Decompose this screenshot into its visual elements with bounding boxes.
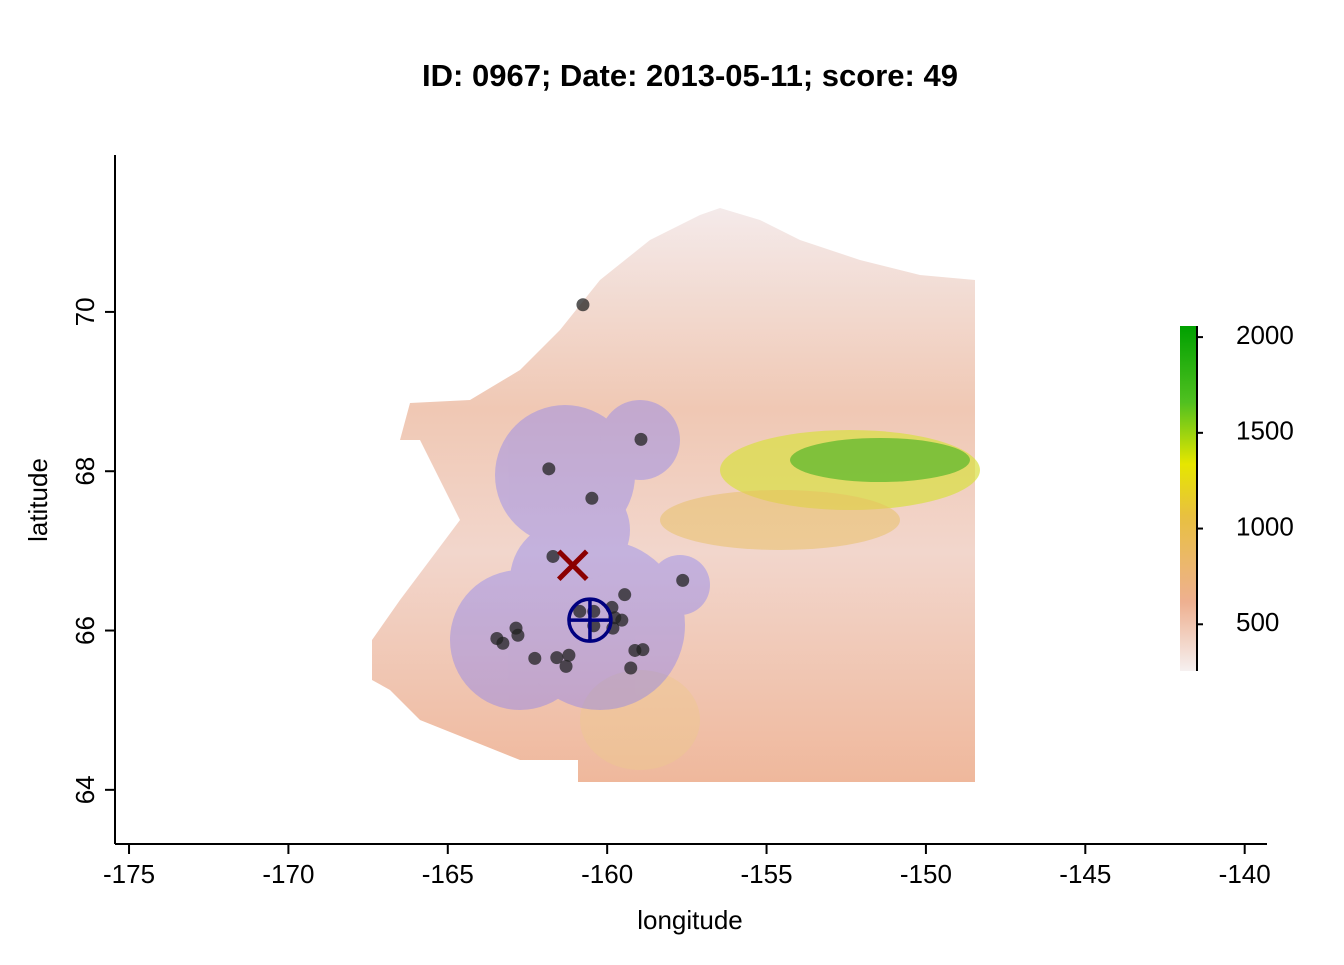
point (624, 661, 638, 675)
point (576, 298, 590, 312)
y-tick-label: 66 (70, 616, 100, 645)
y-tick-label: 64 (70, 775, 100, 804)
x-axis-label: longitude (637, 905, 743, 935)
point (562, 648, 576, 662)
colorbar-tick-label: 2000 (1236, 320, 1294, 350)
point (559, 659, 573, 673)
point (496, 636, 510, 650)
point (618, 588, 632, 602)
cross-marker (556, 549, 589, 581)
chart-title: ID: 0967; Date: 2013-05-11; score: 49 (422, 58, 958, 93)
point (542, 462, 556, 476)
colorbar-tick-label: 1500 (1236, 416, 1294, 446)
point (634, 432, 648, 446)
x-tick-label: -145 (1059, 859, 1111, 889)
y-tick-label: 70 (70, 297, 100, 326)
colorbar-tick-label: 1000 (1236, 511, 1294, 541)
point (511, 628, 525, 642)
y-tick-label: 68 (70, 457, 100, 486)
x-tick-label: -140 (1219, 859, 1271, 889)
point (585, 491, 599, 505)
x-tick-label: -175 (103, 859, 155, 889)
x-tick-label: -165 (422, 859, 474, 889)
colorbar-tick-label: 500 (1236, 607, 1279, 637)
point (676, 573, 690, 587)
x-tick-label: -150 (900, 859, 952, 889)
x-tick-label: -155 (741, 859, 793, 889)
colorbar (1180, 326, 1197, 671)
y-axis-label: latitude (23, 458, 53, 542)
x-tick-label: -170 (262, 859, 314, 889)
x-tick-label: -160 (581, 859, 633, 889)
point (528, 651, 542, 665)
terrain (372, 208, 980, 782)
point (546, 549, 560, 563)
point (636, 643, 650, 657)
point (550, 651, 564, 665)
point (573, 604, 587, 618)
point (615, 613, 629, 627)
target-marker (567, 597, 613, 643)
